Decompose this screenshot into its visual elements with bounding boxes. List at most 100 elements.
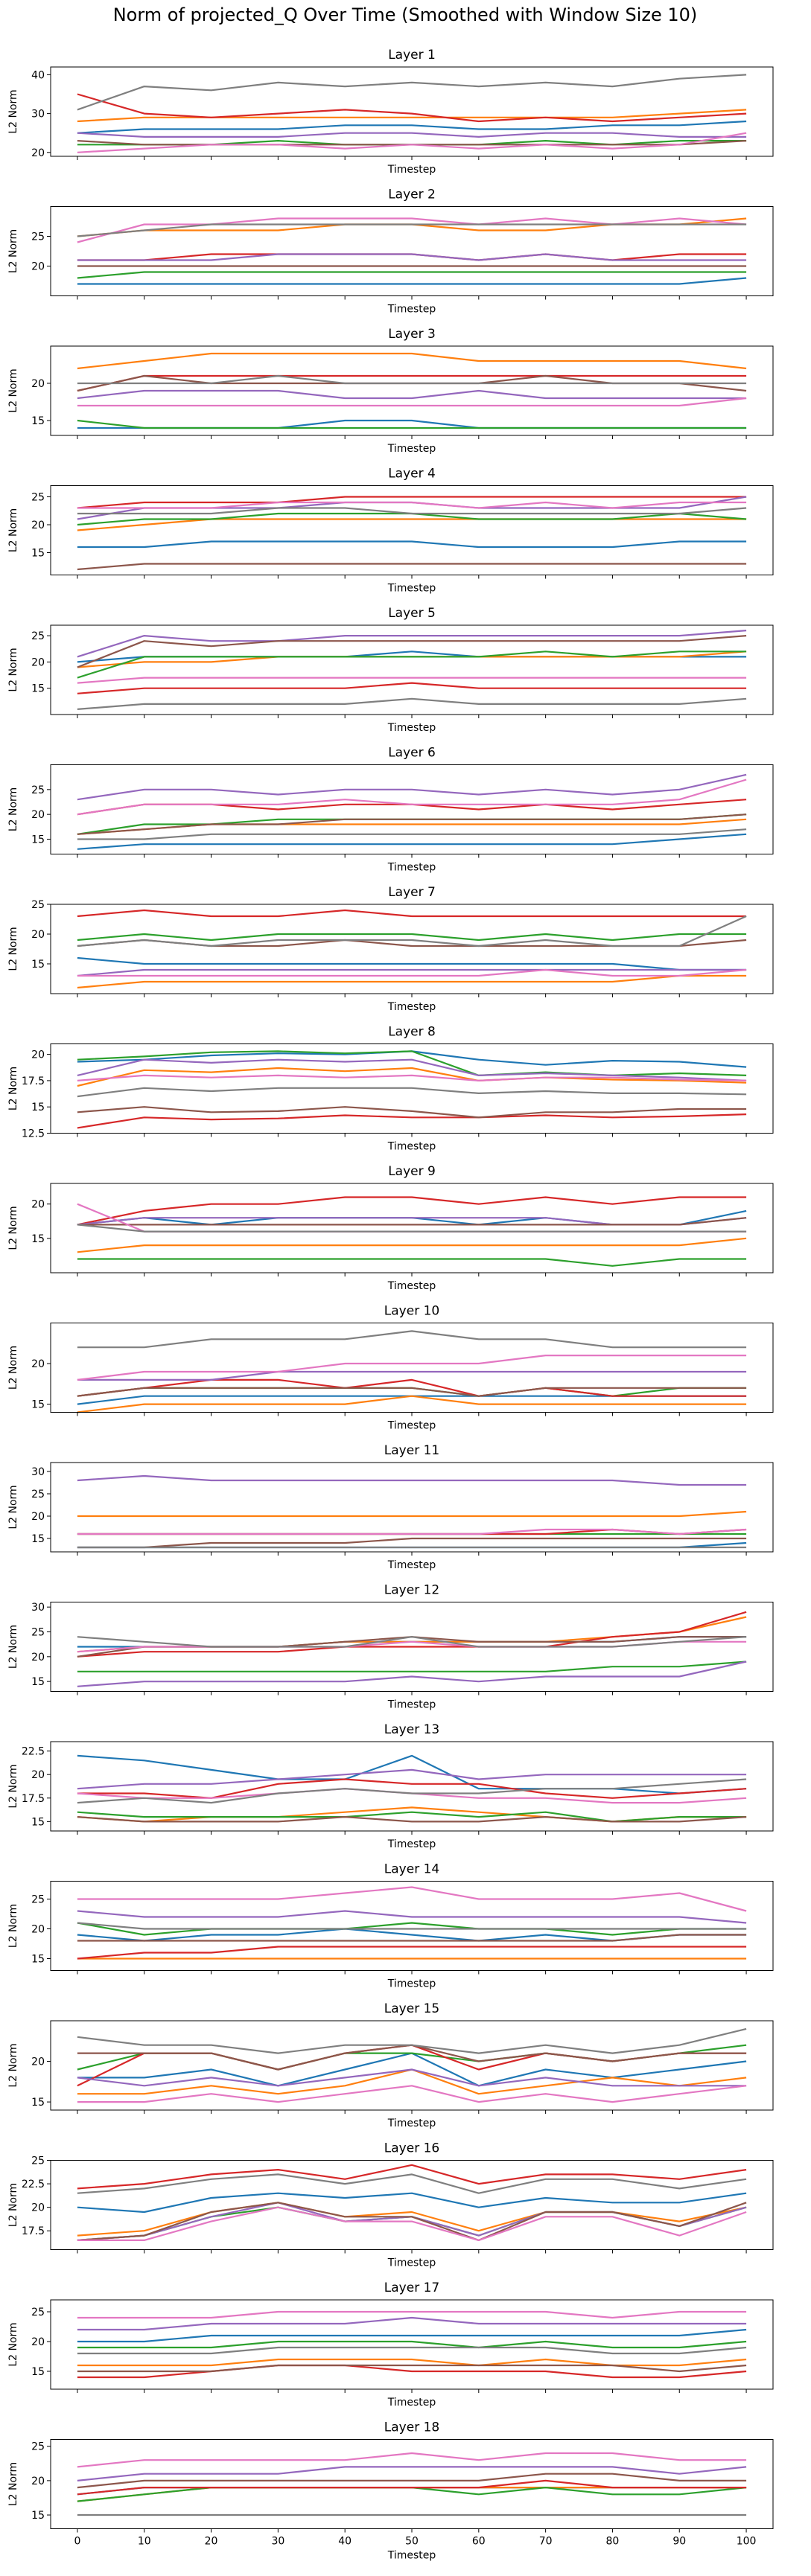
series-line: [77, 2364, 747, 2373]
series-line: [77, 1395, 747, 1413]
y-axis-label: L2 Norm: [7, 368, 19, 412]
series-line: [77, 2206, 747, 2241]
series-line: [77, 253, 747, 261]
y-axis-label: L2 Norm: [7, 229, 19, 273]
y-tick-label: 15: [31, 2097, 45, 2109]
x-axis-label: Timestep: [387, 1280, 436, 1292]
layer-panel: Layer 2 20 25 Timestep L2 Norm: [7, 188, 774, 316]
y-tick-label: 20: [31, 261, 45, 273]
series-line: [77, 2487, 747, 2502]
series-line: [77, 120, 747, 134]
series-line: [77, 974, 747, 989]
axes-frame: [50, 1323, 774, 1413]
y-tick-label: 25: [31, 492, 45, 504]
layer-panel: Layer 12 15 20 25 30 Timestep L2 Norm: [7, 1583, 774, 1711]
y-tick-label: 20: [31, 929, 45, 941]
series-line: [77, 223, 747, 237]
series-line: [77, 697, 747, 710]
panel-title: Layer 17: [384, 2281, 439, 2295]
layer-panel: Layer 18 0 10 20 30 40 50 60 70 80 90 100 15 20 25 Time…: [7, 2420, 774, 2562]
series-line: [77, 1537, 747, 1549]
series-line: [77, 1113, 747, 1129]
series-line: [77, 1928, 747, 1942]
y-tick-label: 20: [31, 809, 45, 821]
series-line: [77, 1816, 747, 1823]
axes-frame: [50, 2020, 774, 2111]
series-line: [77, 814, 747, 835]
series-line: [77, 2479, 747, 2496]
y-tick-label: 20: [31, 2336, 45, 2348]
axes-frame: [50, 624, 774, 715]
series-line: [77, 271, 747, 279]
series-line: [77, 93, 747, 123]
y-tick-label: 15: [31, 834, 45, 846]
y-tick-label: 20: [31, 1769, 45, 1781]
panel-title: Layer 1: [388, 48, 436, 63]
layer-panel: Layer 7 15 20 25 Timestep L2 Norm: [7, 885, 774, 1013]
y-tick-label: 20: [31, 1049, 45, 1061]
y-axis-label: L2 Norm: [7, 1067, 19, 1110]
y-tick-label: 15: [31, 415, 45, 427]
series-line: [77, 828, 747, 840]
y-tick-label: 17.5: [22, 2225, 45, 2237]
y-tick-label: 25: [31, 630, 45, 642]
panel-title: Layer 15: [384, 2001, 439, 2016]
y-axis-label: L2 Norm: [7, 1346, 19, 1390]
panel-title: Layer 16: [384, 2141, 439, 2156]
series-line: [77, 968, 747, 977]
series-line: [77, 2173, 747, 2194]
series-line: [77, 74, 747, 111]
series-line: [77, 253, 747, 261]
series-line: [77, 1661, 747, 1687]
series-line: [77, 1778, 747, 1799]
y-tick-label: 15: [31, 2366, 45, 2378]
series-line: [77, 1050, 747, 1076]
series-line: [77, 2310, 747, 2319]
series-line: [77, 1754, 747, 1794]
layer-panel: Layer 9 15 20 Timestep L2 Norm: [7, 1164, 774, 1292]
y-tick-label: 25: [31, 1489, 45, 1500]
series-line: [77, 1106, 747, 1119]
x-tick-label: 80: [606, 2536, 620, 2548]
series-line: [77, 773, 747, 801]
series-line: [77, 2192, 747, 2214]
y-tick-label: 25: [31, 2307, 45, 2318]
series-line: [77, 2452, 747, 2468]
series-line: [77, 933, 747, 942]
layer-panel: Layer 8 12.5 15 17.5 20 Timestep L2 Norm: [7, 1025, 774, 1153]
y-tick-label: 20: [31, 2476, 45, 2487]
series-line: [77, 1510, 747, 1518]
series-line: [77, 2466, 747, 2481]
series-line: [77, 677, 747, 684]
x-axis-label: Timestep: [387, 443, 436, 455]
series-line: [77, 968, 747, 977]
panel-title: Layer 12: [384, 1583, 439, 1598]
y-tick-label: 15: [31, 1954, 45, 1966]
x-axis-label: Timestep: [387, 2550, 436, 2562]
series-line: [77, 389, 747, 400]
x-tick-label: 60: [472, 2536, 486, 2548]
series-line: [77, 1058, 747, 1081]
x-tick-label: 50: [405, 2536, 419, 2548]
layer-panel: Layer 14 15 20 25 Timestep L2 Norm: [7, 1862, 774, 1990]
series-line: [77, 352, 747, 370]
series-line: [77, 1474, 747, 1486]
panel-title: Layer 11: [384, 1443, 439, 1458]
series-line: [77, 1661, 747, 1672]
y-tick-label: 25: [31, 899, 45, 911]
y-tick-label: 30: [31, 109, 45, 121]
series-line: [77, 1074, 747, 1081]
layer-panel: Layer 15 15 20 Timestep L2 Norm: [7, 2001, 774, 2129]
series-line: [77, 1886, 747, 1912]
y-axis-label: L2 Norm: [7, 2043, 19, 2087]
y-tick-label: 20: [31, 1511, 45, 1523]
x-axis-label: Timestep: [387, 1838, 436, 1850]
panel-title: Layer 5: [388, 606, 436, 621]
y-tick-label: 25: [31, 2441, 45, 2453]
y-tick-label: 20: [31, 1358, 45, 1370]
series-line: [77, 1217, 747, 1226]
panel-title: Layer 3: [388, 327, 436, 342]
series-line: [77, 1778, 747, 1804]
series-line: [77, 1387, 747, 1397]
y-tick-label: 30: [31, 1466, 45, 1478]
